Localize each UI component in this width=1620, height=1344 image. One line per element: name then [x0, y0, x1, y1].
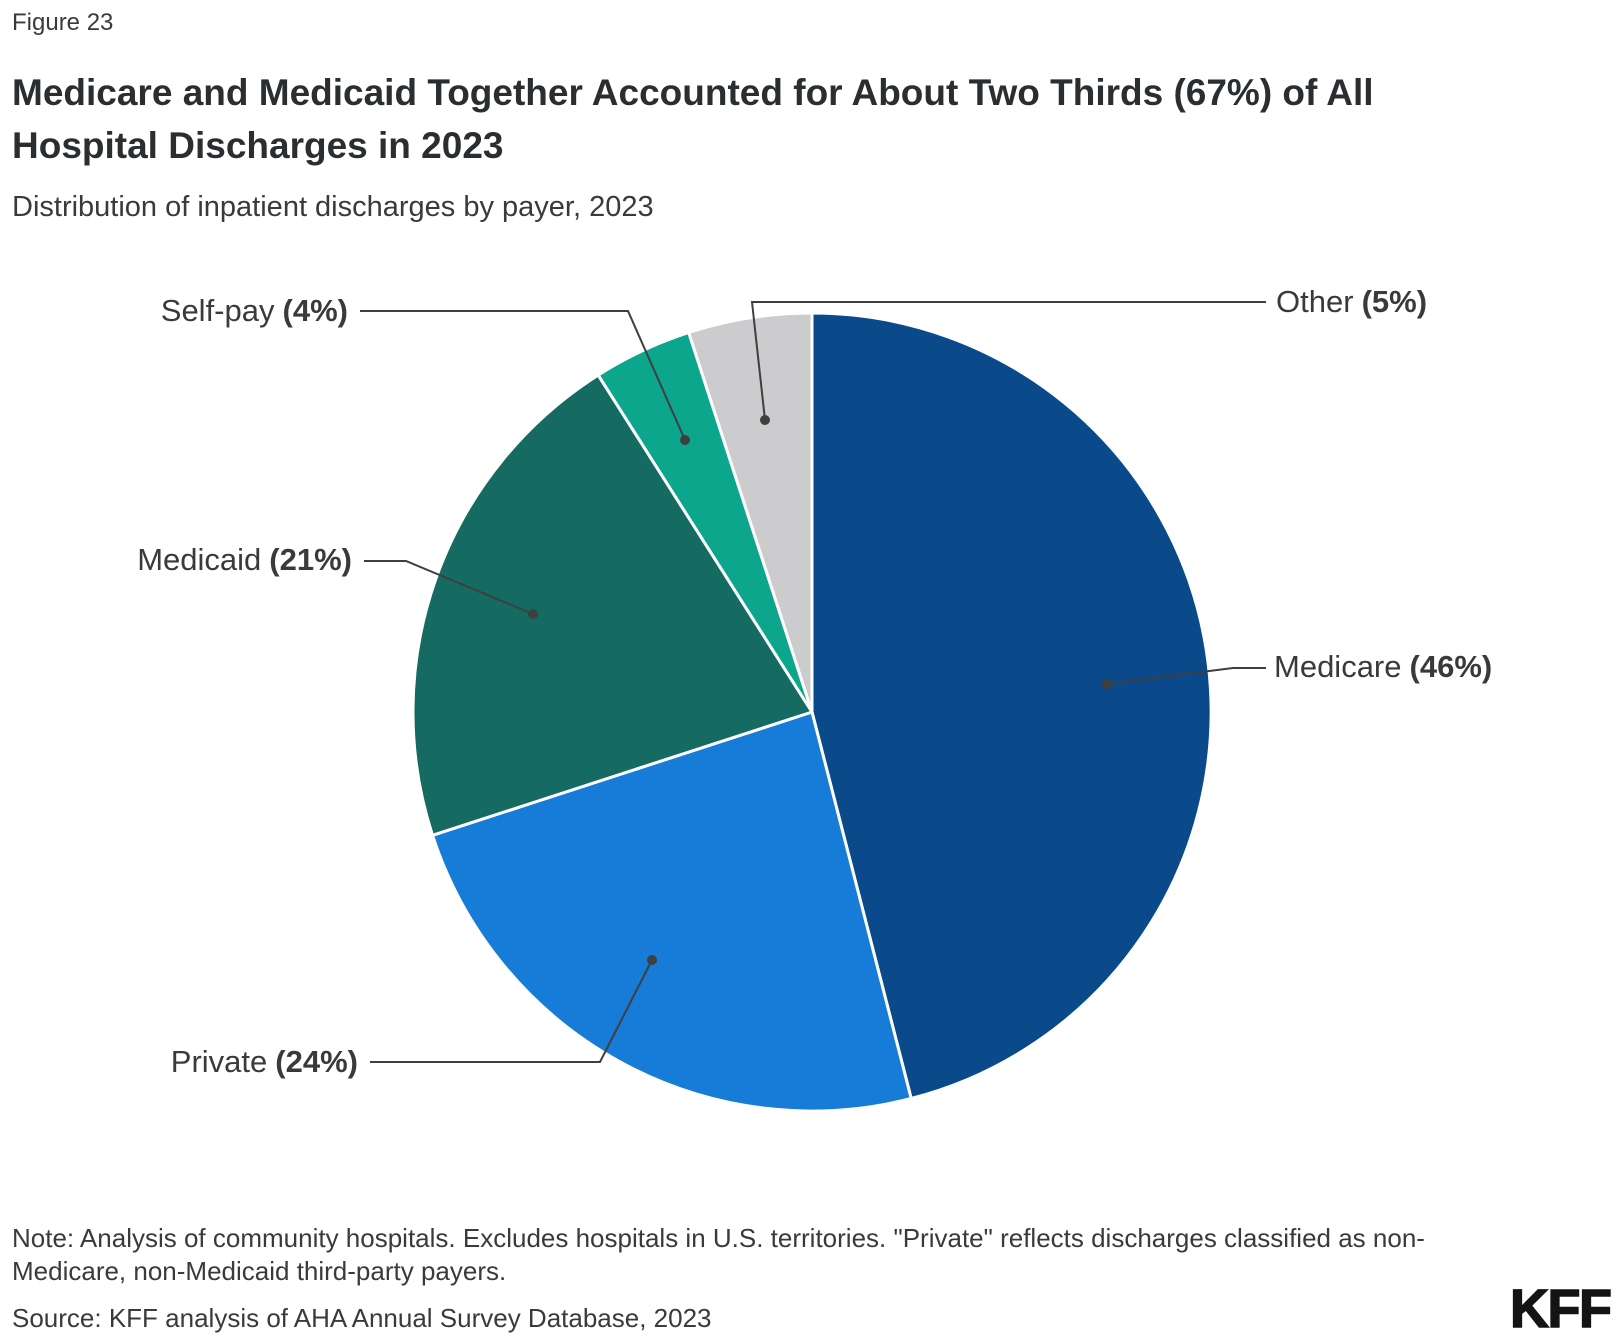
- slice-pct-other: (5%): [1361, 284, 1428, 319]
- slice-label-private: Private (24%): [171, 1042, 358, 1082]
- source-text: Source: KFF analysis of AHA Annual Surve…: [12, 1303, 712, 1333]
- leader-dot-medicaid: [528, 609, 538, 619]
- pie-slice-medicaid: [411, 373, 814, 837]
- kff-logo: KFF: [1509, 1279, 1612, 1339]
- note-text: Note: Analysis of community hospitals. E…: [12, 1222, 1425, 1288]
- slice-label-medicaid: Medicaid (21%): [137, 540, 352, 580]
- slice-name-self-pay: Self-pay: [160, 293, 275, 328]
- pie-slice-private: [431, 710, 913, 1113]
- chart-title: Medicare and Medicaid Together Accounted…: [12, 72, 1374, 166]
- leader-line-medicare: [1106, 667, 1266, 685]
- leader-dot-private: [647, 955, 657, 965]
- slice-pct-medicaid: (21%): [269, 542, 352, 577]
- slice-name-other: Other: [1276, 284, 1354, 319]
- slice-label-other: Other (5%): [1276, 282, 1427, 322]
- note-line-2: Medicare, non-Medicaid third-party payer…: [12, 1256, 507, 1286]
- slice-label-medicare: Medicare (46%): [1274, 647, 1492, 687]
- leader-dot-other: [760, 415, 770, 425]
- leader-dot-self-pay: [680, 435, 690, 445]
- slice-label-self-pay: Self-pay (4%): [161, 291, 348, 331]
- leader-line-private: [370, 959, 653, 1063]
- leader-line-other: [750, 301, 1266, 421]
- chart-subtitle: Distribution of inpatient discharges by …: [12, 191, 654, 223]
- leader-line-self-pay: [360, 310, 686, 441]
- slice-pct-private: (24%): [275, 1044, 358, 1079]
- slice-name-private: Private: [170, 1044, 268, 1079]
- note-line-1: Note: Analysis of community hospitals. E…: [12, 1223, 1425, 1253]
- pie-slice-medicare: [810, 311, 1213, 1100]
- slice-name-medicare: Medicare: [1274, 649, 1402, 684]
- leader-line-medicaid: [364, 560, 534, 615]
- figure-label: Figure 23: [12, 9, 114, 36]
- leader-dot-medicare: [1102, 679, 1112, 689]
- pie-slice-other: [687, 311, 814, 714]
- slice-name-medicaid: Medicaid: [137, 542, 262, 577]
- slice-pct-medicare: (46%): [1409, 649, 1493, 684]
- slice-pct-self-pay: (4%): [282, 293, 348, 328]
